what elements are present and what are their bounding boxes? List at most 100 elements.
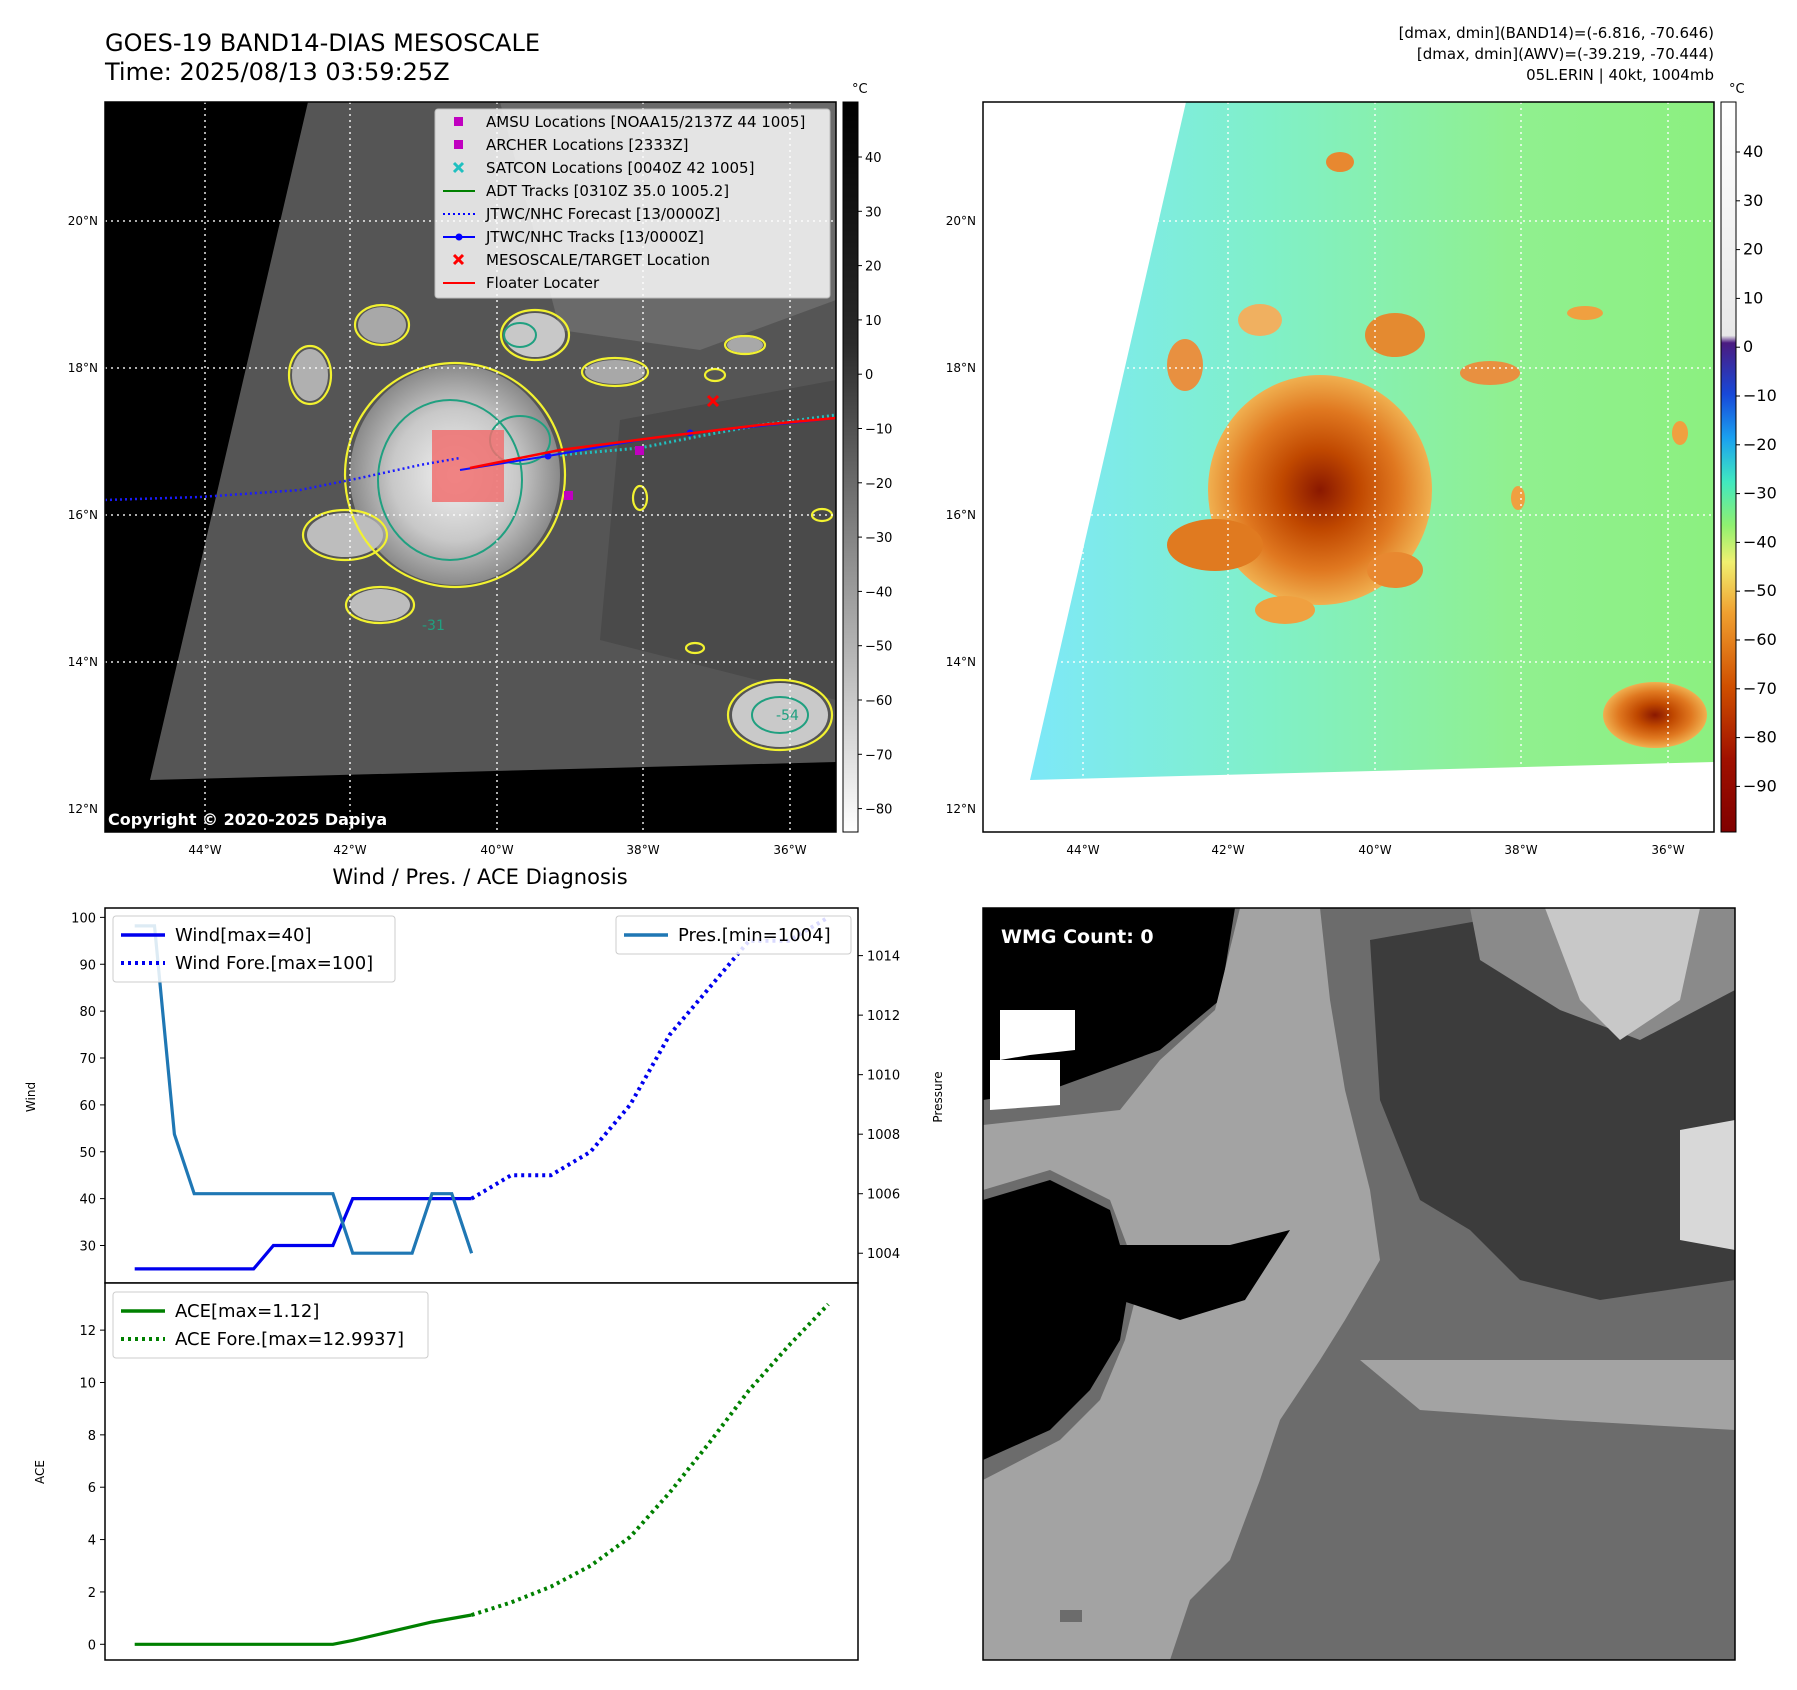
colorbar-right-tick: 40 — [1743, 142, 1763, 161]
info-line-3: 05L.ERIN | 40kt, 1004mb — [1526, 66, 1714, 84]
lon-label: 36°W — [773, 843, 806, 857]
y2-tick-label: 1006 — [867, 1188, 900, 1203]
lat-labels-left: 20°N 18°N 16°N 14°N 12°N — [68, 214, 98, 816]
map-legend-label: ADT Tracks [0310Z 35.0 1005.2] — [486, 182, 729, 200]
y2-tick-label: 1010 — [867, 1069, 900, 1084]
colorbar-left-tick: −10 — [865, 423, 892, 438]
colorbar-right-tick: 30 — [1743, 191, 1763, 210]
lat-label: 12°N — [946, 802, 976, 816]
ace-axis-label: ACE — [33, 1460, 47, 1484]
y-tick-label: 6 — [88, 1481, 96, 1496]
wmg-count-label: WMG Count: 0 — [1001, 926, 1154, 948]
lon-label: 36°W — [1651, 843, 1684, 857]
lon-label: 40°W — [480, 843, 513, 857]
y-tick-label: 50 — [79, 1146, 96, 1161]
wmg-panel — [983, 908, 1735, 1660]
map-legend-item: AMSU Locations [NOAA15/2137Z 44 1005] — [454, 113, 805, 131]
ace-panel: 0 2 4 6 8 10 12 ACE[max=1.12] ACE Fore.[max=12.9… — [79, 1282, 859, 1661]
y-tick-label: 30 — [79, 1240, 96, 1255]
map-legend-label: AMSU Locations [NOAA15/2137Z 44 1005] — [486, 113, 805, 131]
lat-label: 14°N — [946, 655, 976, 669]
y-tick-label: 10 — [79, 1376, 96, 1391]
mesoscale-target-marker — [706, 394, 720, 408]
lat-label: 16°N — [946, 508, 976, 522]
colorbar-right-tick: 10 — [1743, 288, 1763, 307]
svg-text:°C: °C — [852, 82, 868, 97]
colorbar-left-tick: −60 — [865, 694, 892, 709]
map-legend: AMSU Locations [NOAA15/2137Z 44 1005] ARC… — [434, 108, 831, 299]
colorbar-right-tick: −20 — [1743, 435, 1777, 454]
forecast-track-line — [105, 456, 461, 502]
map-legend-item: MESOSCALE/TARGET Location — [452, 251, 710, 269]
title-line-1: GOES-19 BAND14-DIAS MESOSCALE — [105, 29, 540, 57]
lon-label: 42°W — [333, 843, 366, 857]
map-legend-item: SATCON Locations [0040Z 42 1005] — [452, 159, 754, 177]
y-tick-label: 0 — [88, 1638, 96, 1653]
lon-label: 40°W — [1358, 843, 1391, 857]
colorbar-right-tick: 20 — [1743, 240, 1763, 259]
lon-label: 42°W — [1211, 843, 1244, 857]
lat-label: 16°N — [68, 508, 98, 522]
contour-label-1: -31 — [422, 618, 445, 634]
lon-label: 38°W — [1504, 843, 1537, 857]
chart-legend-label: Pres.[min=1004] — [678, 925, 831, 946]
colorbar-left-tick: 10 — [865, 314, 882, 329]
chart-legend: Wind[max=40] Wind Fore.[max=100] — [112, 915, 396, 983]
y-tick-label: 90 — [79, 958, 96, 973]
mesoscale-target-box — [432, 430, 504, 502]
pressure-axis-label: Pressure — [931, 1071, 945, 1122]
lon-labels-right: 44°W 42°W 40°W 38°W 36°W — [1066, 843, 1684, 857]
colorbar-left-tick: 30 — [865, 205, 882, 220]
satcon-track — [559, 413, 836, 457]
map-legend-label: MESOSCALE/TARGET Location — [486, 251, 710, 269]
colorbar-left-tick: 40 — [865, 151, 882, 166]
svg-text:°C: °C — [1729, 82, 1745, 97]
y-tick-label: 8 — [88, 1429, 96, 1444]
colorbar-right-tick: −60 — [1743, 630, 1777, 649]
y-tick-label: 12 — [79, 1324, 96, 1339]
colorbar-left-tick: −20 — [865, 477, 892, 492]
info-line-2: [dmax, dmin](AWV)=(-39.219, -70.444) — [1417, 45, 1714, 63]
map-legend-item: JTWC/NHC Forecast [13/0000Z] — [443, 205, 720, 223]
colorbar-right-tick: −50 — [1743, 581, 1777, 600]
colorbar-left-tick: 20 — [865, 260, 882, 275]
ir-color-map — [983, 102, 1714, 832]
lat-labels-right: 20°N 18°N 16°N 14°N 12°N — [946, 214, 976, 816]
chart-legend-label: Wind[max=40] — [175, 925, 312, 946]
series-line — [134, 1196, 472, 1271]
colorbar-right-tick: −30 — [1743, 484, 1777, 503]
series-line — [134, 924, 474, 1255]
map-legend-item: JTWC/NHC Tracks [13/0000Z] — [443, 228, 704, 246]
lon-labels-left: 44°W 42°W 40°W 38°W 36°W — [188, 843, 806, 857]
colorbar-right-tick: −70 — [1743, 679, 1777, 698]
lon-label: 38°W — [626, 843, 659, 857]
map-legend-item: Floater Locater — [443, 274, 600, 292]
y-tick-label: 40 — [79, 1193, 96, 1208]
floater-locater-line — [469, 416, 836, 470]
y-tick-label: 100 — [71, 911, 96, 926]
y-tick-label: 70 — [79, 1052, 96, 1067]
chart-legend-label: ACE[max=1.12] — [175, 1301, 319, 1322]
wind-axis-label: Wind — [24, 1082, 38, 1112]
colorbar-right-tick: −80 — [1743, 728, 1777, 747]
map-legend-item: ARCHER Locations [2333Z] — [454, 136, 689, 154]
colorbar-right-tick: −40 — [1743, 532, 1777, 551]
colorbar-right-tick: 0 — [1743, 337, 1753, 356]
y-tick-label: 2 — [88, 1586, 96, 1601]
series-line — [134, 1613, 472, 1646]
colorbar-right-tick: −10 — [1743, 386, 1777, 405]
chart-legend-label: Wind Fore.[max=100] — [175, 953, 373, 974]
map-legend-label: JTWC/NHC Forecast [13/0000Z] — [485, 205, 720, 223]
map-legend-label: JTWC/NHC Tracks [13/0000Z] — [485, 228, 704, 246]
colorbar-right: °C 40 30 20 10 0 −10 −20 −30 −40 −50 −60 −70 −80 −90 — [1720, 82, 1777, 833]
contour-label-2: -54 — [776, 708, 799, 724]
info-line-1: [dmax, dmin](BAND14)=(-6.816, -70.646) — [1399, 24, 1714, 42]
y-tick-label: 4 — [88, 1534, 96, 1549]
lat-label: 20°N — [946, 214, 976, 228]
archer-marker — [635, 446, 644, 455]
y2-tick-label: 1014 — [867, 950, 900, 965]
colorbar-left-tick: −40 — [865, 585, 892, 600]
amsu-marker — [564, 491, 573, 500]
y2-tick-label: 1004 — [867, 1247, 900, 1262]
